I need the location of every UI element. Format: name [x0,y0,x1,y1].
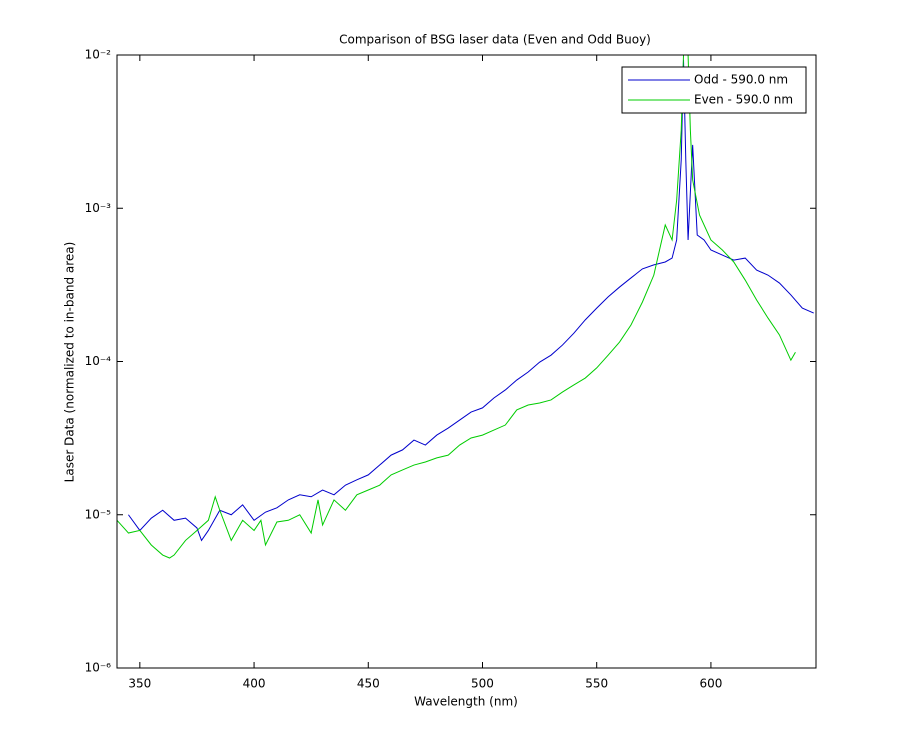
y-tick-label: 10⁻⁶ [85,661,112,675]
x-tick-label: 350 [128,677,151,691]
y-tick-label: 10⁻⁵ [85,507,112,521]
x-tick-label: 500 [471,677,494,691]
y-tick-label: 10⁻⁴ [85,354,112,368]
legend-box [621,66,807,114]
x-tick-label: 450 [357,677,380,691]
x-tick-label: 550 [585,677,608,691]
x-tick-label: 400 [243,677,266,691]
plot-area [117,55,816,668]
chart-title: Comparison of BSG laser data (Even and O… [339,33,651,47]
x-tick-label: 600 [699,677,722,691]
y-tick-label: 10⁻³ [85,201,112,215]
series-line [128,59,814,542]
legend-label: Odd - 590.0 nm [694,73,788,87]
y-axis-label: Laser Data (normalized to in-band area) [63,242,77,483]
x-axis-label: Wavelength (nm) [414,695,518,709]
legend-label: Even - 590.0 nm [694,93,793,107]
y-tick-label: 10⁻² [85,48,112,62]
